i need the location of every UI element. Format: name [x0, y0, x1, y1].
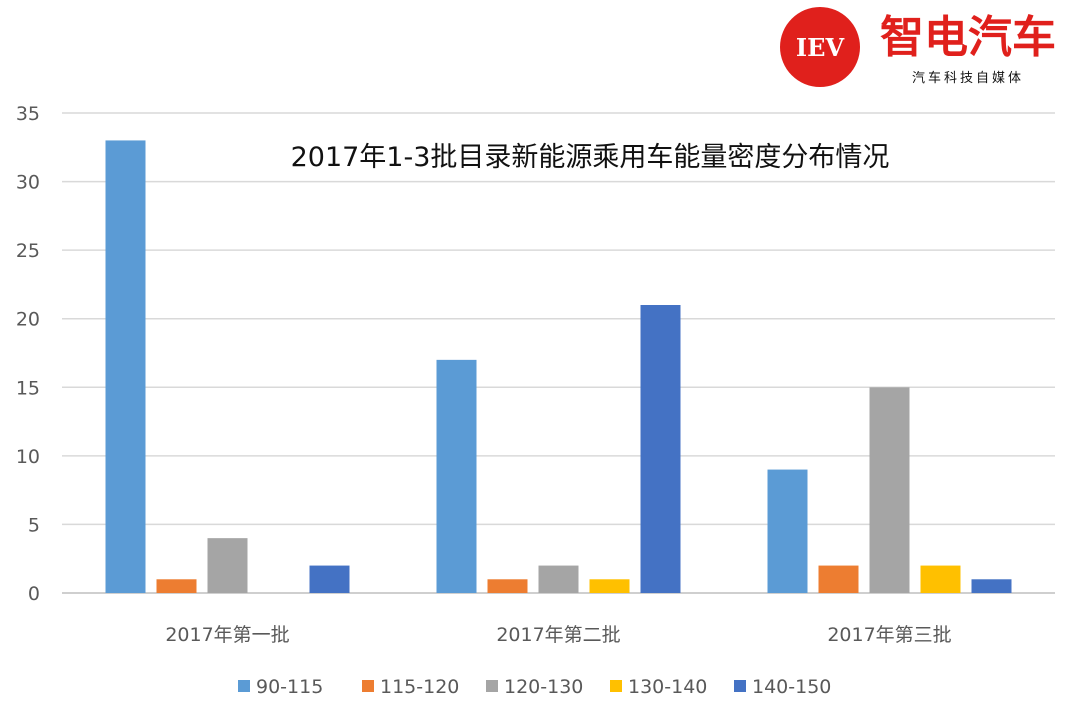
- brand-name: 智电汽车: [880, 12, 1056, 63]
- legend: 90-115 115-120 120-130 130-140 140-150: [238, 676, 831, 698]
- legend-label: 90-115: [256, 676, 323, 698]
- y-tick-label: 20: [16, 309, 40, 331]
- bar-90-115-3: [767, 469, 808, 593]
- legend-swatch: [734, 680, 746, 692]
- legend-swatch: [362, 680, 374, 692]
- bar-140-150-3: [971, 579, 1012, 593]
- bar-115-120-2: [487, 579, 528, 593]
- category-label: 2017年第一批: [165, 624, 289, 646]
- bar-115-120-1: [156, 579, 197, 593]
- legend-label: 130-140: [628, 676, 707, 698]
- bar-120-130-2: [538, 565, 579, 593]
- legend-label: 115-120: [380, 676, 459, 698]
- y-tick-label: 35: [16, 103, 40, 125]
- bar-120-130-3: [869, 387, 910, 593]
- bar-115-120-3: [818, 565, 859, 593]
- x-axis-categories: 2017年第一批 2017年第二批 2017年第三批: [165, 624, 951, 646]
- legend-swatch: [238, 680, 250, 692]
- bars: [105, 140, 1012, 593]
- legend-swatch: [486, 680, 498, 692]
- brand-tagline: 汽车科技自媒体: [912, 70, 1024, 86]
- y-tick-label: 5: [28, 514, 40, 536]
- legend-swatch: [610, 680, 622, 692]
- logo-circle: [780, 7, 860, 87]
- gridlines: [62, 112, 1055, 594]
- bar-90-115-2: [436, 359, 477, 593]
- y-tick-label: 30: [16, 172, 40, 194]
- bar-120-130-1: [207, 538, 248, 593]
- y-tick-label: 0: [28, 583, 40, 605]
- bar-140-150-1: [309, 565, 350, 593]
- y-tick-label: 10: [16, 446, 40, 468]
- y-tick-label: 25: [16, 240, 40, 262]
- bar-90-115-1: [105, 140, 146, 593]
- chart-title: 2017年1-3批目录新能源乘用车能量密度分布情况: [291, 142, 890, 173]
- bar-140-150-2: [640, 305, 681, 593]
- bar-130-140-3: [920, 565, 961, 593]
- category-label: 2017年第二批: [496, 624, 620, 646]
- y-axis-ticks: 0 5 10 15 20 25 30 35: [16, 103, 40, 605]
- y-tick-label: 15: [16, 377, 40, 399]
- bar-130-140-2: [589, 579, 630, 593]
- legend-label: 120-130: [504, 676, 583, 698]
- category-label: 2017年第三批: [827, 624, 951, 646]
- brand-logo: IEV 智电汽车 汽车科技自媒体: [780, 7, 1056, 87]
- logo-text: IEV: [796, 33, 845, 62]
- legend-label: 140-150: [752, 676, 831, 698]
